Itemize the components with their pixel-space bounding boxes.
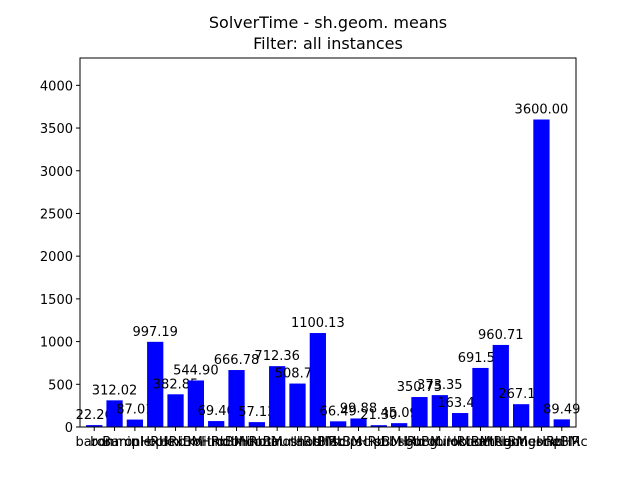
bar — [187, 380, 204, 427]
bar — [269, 366, 286, 427]
x-tick-label: gurobiHRb — [406, 435, 474, 450]
x-tick-label: bonmin — [90, 435, 139, 450]
x-tick-label: minotaurHRb — [234, 435, 320, 450]
y-tick-label: 3000 — [40, 165, 73, 180]
value-label: 22.26 — [76, 408, 113, 423]
bar — [553, 419, 570, 427]
value-label: 89.49 — [543, 402, 580, 417]
chart-title: SolverTime - sh.geom. means — [209, 13, 447, 32]
value-label: 666.78 — [214, 353, 260, 368]
y-tick-label: 0 — [65, 421, 73, 436]
x-tick-label: baron — [75, 435, 112, 450]
bar — [86, 425, 103, 427]
x-tick-label: antigoneHRb — [479, 435, 563, 450]
x-tick-label: scipBM — [356, 435, 402, 450]
x-tick-label: sbbBM — [398, 435, 441, 450]
bar — [411, 397, 428, 427]
value-label: 69.40 — [198, 404, 235, 419]
bar — [289, 383, 306, 427]
bar — [533, 119, 550, 427]
x-tick-label: shotBM — [314, 435, 362, 450]
bar — [208, 421, 225, 427]
x-tick-label: minotaurBM — [258, 435, 337, 450]
x-tick-label: octerHRb — [450, 435, 511, 450]
value-label: 99.88 — [340, 401, 377, 416]
value-label: 1100.13 — [291, 316, 345, 331]
bar — [512, 404, 530, 427]
value-label: 382.85 — [153, 377, 199, 392]
bar — [147, 341, 164, 427]
value-label: 21.30 — [360, 408, 397, 423]
bar — [126, 419, 144, 427]
value-label: 66.49 — [320, 404, 357, 419]
x-tick-label: scipHRc — [536, 435, 588, 450]
x-tick-label: sbbHRb — [374, 435, 424, 450]
x-tick-label: antigoneBM — [503, 435, 581, 450]
value-label: 544.90 — [173, 363, 219, 378]
x-tick-label: scipHRb — [332, 435, 385, 450]
value-label: 691.56 — [458, 351, 504, 366]
x-tick-label: knitroHRb — [164, 435, 229, 450]
chart-subtitle: Filter: all instances — [253, 34, 403, 53]
y-tick-label: 4000 — [40, 79, 73, 94]
bar — [309, 333, 326, 427]
bar — [452, 413, 469, 427]
value-label: 3600.00 — [515, 103, 569, 118]
y-tick-label: 1500 — [40, 293, 73, 308]
bar — [248, 422, 265, 427]
x-tick-label: lindoBM — [231, 435, 283, 450]
value-label: 45.09 — [381, 406, 418, 421]
value-label: 960.71 — [478, 328, 524, 343]
value-label: 87.01 — [116, 403, 153, 418]
y-tick-label: 2500 — [40, 207, 73, 222]
bar — [167, 394, 184, 427]
value-label: 267.14 — [498, 387, 544, 402]
value-label: 163.48 — [437, 396, 483, 411]
bar — [431, 395, 448, 427]
x-tick-label: BaronHRb — [102, 435, 167, 450]
value-label: 997.19 — [132, 325, 178, 340]
x-tick-label: shotHRb — [290, 435, 345, 450]
value-label: 712.36 — [254, 349, 300, 364]
y-tick-label: 500 — [48, 378, 73, 393]
bar — [492, 344, 509, 427]
y-tick-label: 1000 — [40, 336, 73, 351]
value-label: 350.75 — [397, 380, 443, 395]
bar — [370, 425, 387, 427]
y-tick-label: 3500 — [40, 122, 73, 137]
x-tick-label: knitroBM — [187, 435, 245, 450]
bar — [106, 400, 123, 427]
value-label: 312.02 — [92, 383, 138, 398]
y-tick-label: 2000 — [40, 250, 73, 265]
bar — [391, 423, 408, 427]
value-label: 508.71 — [275, 367, 321, 382]
x-tick-label: gurobiBM — [429, 435, 491, 450]
value-label: 57.13 — [238, 405, 275, 420]
bar — [330, 421, 347, 427]
bar — [472, 367, 489, 427]
x-tick-label: octerBM — [474, 435, 528, 450]
bar — [350, 418, 367, 427]
bar — [228, 370, 245, 427]
x-tick-label: cplexBM — [148, 435, 203, 450]
value-label: 373.35 — [417, 378, 463, 393]
x-tick-label: cplexHRb — [124, 435, 186, 450]
x-tick-label: lindoHRb — [207, 435, 266, 450]
plot-frame — [79, 57, 577, 428]
